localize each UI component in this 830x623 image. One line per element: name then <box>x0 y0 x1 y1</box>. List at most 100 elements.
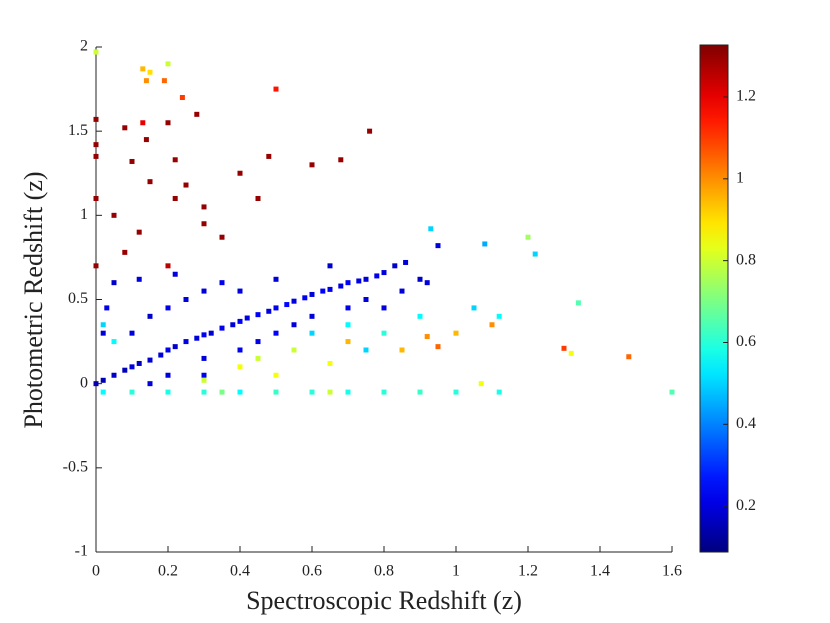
point <box>327 389 333 395</box>
point <box>561 345 567 351</box>
point <box>140 66 146 72</box>
point <box>266 153 272 159</box>
point <box>93 196 99 201</box>
x-tick-label: 1.6 <box>662 563 682 580</box>
point <box>136 276 142 282</box>
point <box>194 111 200 117</box>
point <box>482 241 488 247</box>
y-tick-label: 0.5 <box>68 290 88 307</box>
y-axis-label: Photometric Redshift (z) <box>19 171 48 428</box>
point <box>367 128 373 134</box>
point <box>201 372 207 378</box>
point <box>201 221 207 227</box>
point <box>273 389 279 395</box>
colorbar-tick-label: 1 <box>736 169 744 186</box>
point <box>165 347 171 353</box>
point <box>183 339 189 345</box>
point <box>194 335 200 341</box>
point <box>309 389 315 395</box>
point <box>179 95 185 100</box>
point <box>129 158 135 164</box>
point <box>403 259 409 265</box>
point <box>273 330 279 336</box>
point <box>489 322 495 328</box>
point <box>626 354 632 360</box>
point <box>327 286 333 292</box>
point <box>255 339 261 345</box>
point <box>129 330 135 336</box>
colorbar <box>699 44 729 553</box>
x-tick-label: 0.4 <box>230 563 250 580</box>
point <box>183 297 189 302</box>
point <box>327 360 333 366</box>
point <box>291 298 297 304</box>
point <box>345 389 351 395</box>
point <box>453 389 459 395</box>
point <box>255 355 261 361</box>
point <box>93 116 99 122</box>
point <box>424 334 430 340</box>
point <box>291 322 297 328</box>
point <box>237 389 243 395</box>
colorbar-tick-label: 1.2 <box>736 88 756 105</box>
point <box>122 125 128 131</box>
point <box>471 305 477 311</box>
y-tick-label: -1 <box>75 543 88 560</box>
point <box>165 389 171 395</box>
point <box>363 276 369 282</box>
point <box>147 69 153 75</box>
point <box>147 381 153 387</box>
point <box>201 377 207 383</box>
point <box>356 278 362 284</box>
point <box>273 276 279 282</box>
point <box>165 61 171 67</box>
point <box>669 389 675 395</box>
point <box>237 347 243 353</box>
x-tick-label: 1.2 <box>518 563 538 580</box>
point <box>435 243 441 249</box>
point <box>309 330 315 336</box>
point <box>345 280 351 286</box>
point <box>147 313 153 319</box>
point <box>338 283 344 289</box>
point <box>122 367 128 373</box>
point <box>496 389 502 395</box>
x-tick-label: 0.6 <box>302 563 322 580</box>
point <box>219 325 225 331</box>
point <box>345 339 351 345</box>
point <box>273 372 279 378</box>
point <box>392 263 398 269</box>
x-tick-label: 1.4 <box>590 563 610 580</box>
point <box>93 142 99 148</box>
point <box>237 288 243 294</box>
point <box>93 381 99 387</box>
point <box>266 308 272 314</box>
point <box>327 263 333 269</box>
point <box>165 305 171 311</box>
point <box>244 315 250 321</box>
point <box>93 153 99 159</box>
point <box>417 389 423 395</box>
point <box>363 347 369 353</box>
point <box>172 344 178 350</box>
point <box>525 234 531 240</box>
point <box>399 347 405 353</box>
y-tick-label: 0 <box>80 374 88 391</box>
point <box>575 300 581 306</box>
point <box>309 162 315 168</box>
point <box>201 204 207 210</box>
point <box>165 263 171 269</box>
point <box>93 263 99 269</box>
point <box>93 49 99 55</box>
point <box>129 389 135 395</box>
x-tick-label: 1 <box>452 563 460 580</box>
point <box>399 288 405 294</box>
colorbar-tick-label: 0.4 <box>736 415 756 432</box>
point <box>453 330 459 336</box>
point <box>478 381 484 387</box>
point <box>147 357 153 363</box>
point <box>201 355 207 361</box>
point <box>417 276 423 282</box>
point <box>381 305 387 311</box>
